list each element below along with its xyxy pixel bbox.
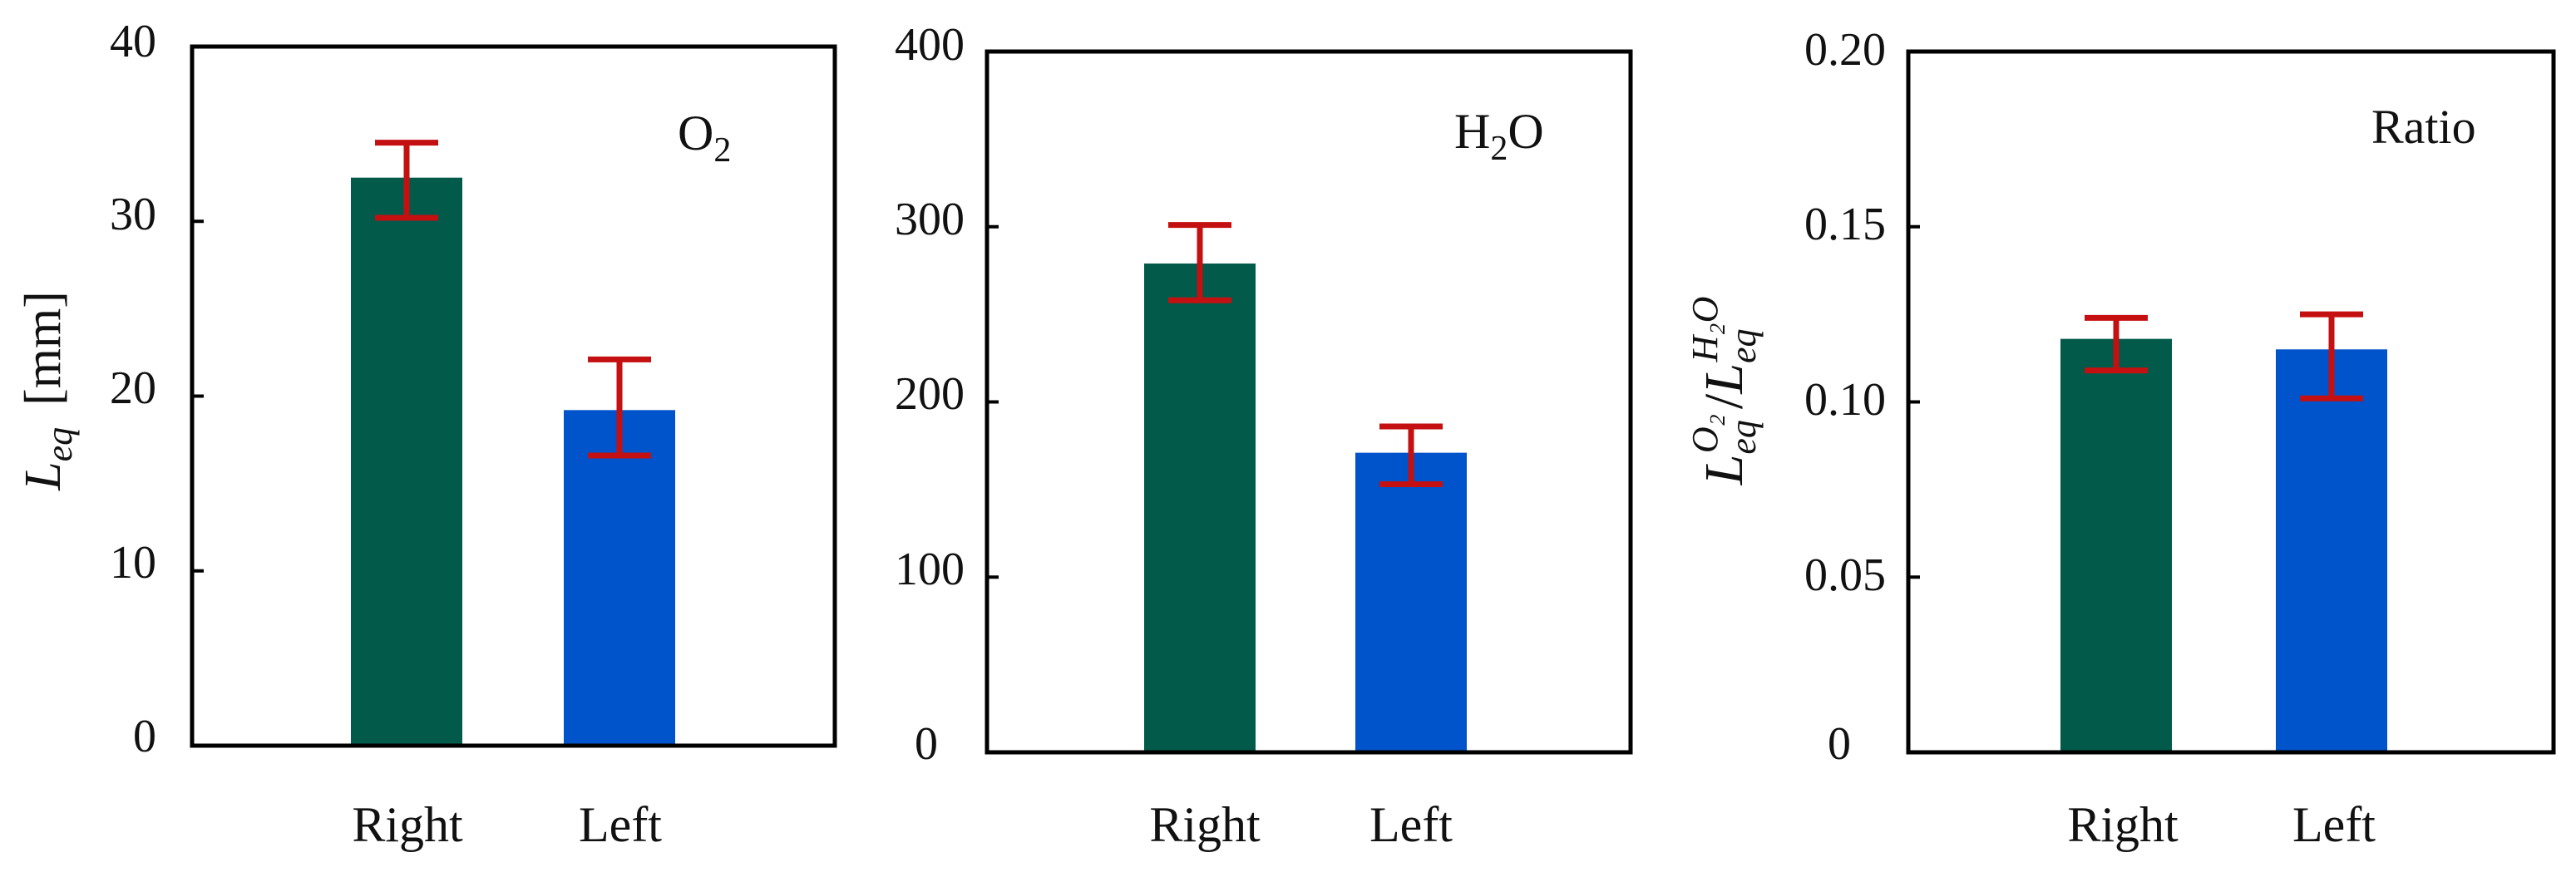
bar-marks (2060, 311, 2387, 752)
bar-right (2060, 338, 2172, 752)
series-annotation: H2O (1454, 104, 1544, 168)
error-bar-left (2300, 311, 2363, 402)
annotation-main: O (678, 106, 713, 160)
tick-label-y-200: 200 (895, 368, 965, 420)
error-bar-right (2085, 314, 2148, 374)
bar-left (2276, 349, 2387, 752)
x-tick-label-right: Right (1149, 797, 1261, 852)
tick-label-y-40: 40 (110, 16, 156, 67)
y-axis-label: LeqO₂/LeqH₂O (1685, 297, 1764, 486)
tick-label-y-20: 20 (110, 362, 156, 414)
error-bar-right (1168, 222, 1231, 303)
tick-label-y-0-05: 0.05 (1804, 549, 1886, 601)
y-axis-label-main: L (15, 461, 72, 490)
tick-label-y-0-20: 0.20 (1804, 24, 1886, 76)
y-axis-label-sub: eq (39, 427, 80, 462)
tick-label-y-10: 10 (110, 537, 156, 589)
series-annotation: O2 (678, 106, 731, 170)
y-axis-label-num: L (1694, 455, 1754, 486)
y-axis-label-slash: / (1694, 393, 1754, 409)
y-axis-label-num-sub: eq (1723, 420, 1764, 455)
tick-label-y-0-10: 0.10 (1804, 374, 1886, 426)
tick-label-y-0: 0 (1828, 718, 1851, 770)
tick-label-y-100: 100 (895, 544, 965, 595)
bar-right (351, 177, 462, 746)
plot-frame (985, 49, 1633, 755)
y-axis-label-unit: [mm] (15, 291, 72, 406)
bar-left (1355, 452, 1467, 752)
y-axis-label-den: L (1694, 363, 1754, 395)
error-bar-left (588, 356, 651, 459)
annotation-sub: 2 (1490, 130, 1508, 168)
tick-label-y-0: 0 (915, 718, 938, 770)
x-tick-label-left: Left (2292, 797, 2376, 852)
x-tick-label-left: Left (579, 797, 662, 852)
chart-panel-ratio: LeqO₂/LeqH₂O 0 0.05 0.10 0.15 0.20 Ratio… (1685, 24, 2556, 852)
chart-panel-h2o: 0 100 200 300 400 H2O Right Left (895, 19, 1633, 852)
tick-label-y-0: 0 (133, 711, 156, 762)
bar-left (564, 410, 675, 746)
annotation-sub: 2 (713, 131, 731, 170)
bar-marks (1144, 222, 1467, 752)
y-axis-label-den-sup: H₂O (1685, 297, 1725, 363)
bar-marks (351, 140, 675, 746)
bar-right (1144, 264, 1256, 752)
y-axis-label: Leq [mm] (15, 291, 80, 491)
y-axis-label-den-sub: eq (1723, 328, 1764, 363)
series-annotation: Ratio (2371, 100, 2476, 154)
tick-label-y-0-15: 0.15 (1804, 199, 1886, 250)
annotation-tail: O (1508, 104, 1543, 159)
y-axis-label-num-sup: O₂ (1685, 414, 1725, 453)
x-tick-label-right: Right (2067, 797, 2179, 852)
tick-label-y-400: 400 (895, 19, 965, 71)
chart-panel-o2: Leq [mm] 0 10 20 30 40 O2 Right Left (15, 16, 837, 852)
tick-label-y-30: 30 (110, 189, 156, 240)
plot-frame (190, 44, 837, 748)
tick-label-y-300: 300 (895, 194, 965, 245)
error-bar-right (375, 140, 438, 221)
x-tick-label-left: Left (1369, 797, 1453, 852)
x-tick-label-right: Right (352, 797, 463, 852)
plot-frame (1906, 49, 2556, 755)
error-bar-left (1379, 423, 1443, 488)
annotation-main: H (1454, 104, 1490, 159)
